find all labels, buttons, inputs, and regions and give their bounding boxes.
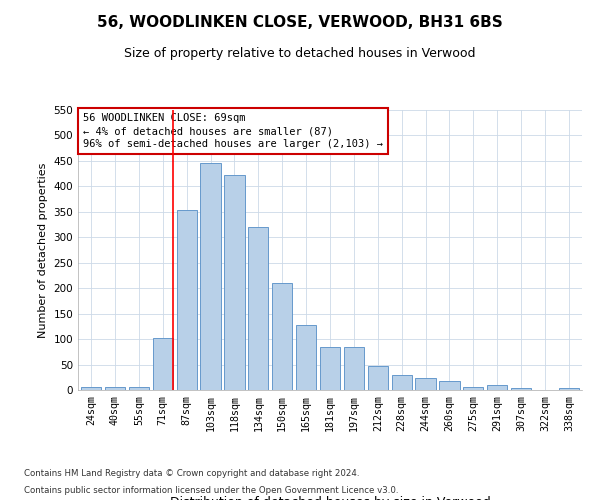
Text: 56 WOODLINKEN CLOSE: 69sqm
← 4% of detached houses are smaller (87)
96% of semi-: 56 WOODLINKEN CLOSE: 69sqm ← 4% of detac… (83, 113, 383, 149)
Text: 56, WOODLINKEN CLOSE, VERWOOD, BH31 6BS: 56, WOODLINKEN CLOSE, VERWOOD, BH31 6BS (97, 15, 503, 30)
Bar (248, 227, 268, 390)
Text: Contains HM Land Registry data © Crown copyright and database right 2024.: Contains HM Land Registry data © Crown c… (24, 468, 359, 477)
Bar (487, 386, 508, 390)
Bar (559, 388, 579, 390)
Bar (200, 164, 221, 390)
Text: Distribution of detached houses by size in Verwood: Distribution of detached houses by size … (170, 496, 490, 500)
Bar (320, 346, 340, 390)
Bar (392, 374, 412, 390)
Bar (344, 346, 364, 390)
Bar (105, 388, 125, 390)
Y-axis label: Number of detached properties: Number of detached properties (38, 162, 48, 338)
Bar (439, 381, 460, 390)
Bar (152, 338, 173, 390)
Text: Size of property relative to detached houses in Verwood: Size of property relative to detached ho… (124, 48, 476, 60)
Bar (129, 388, 149, 390)
Bar (463, 388, 484, 390)
Text: Contains public sector information licensed under the Open Government Licence v3: Contains public sector information licen… (24, 486, 398, 495)
Bar (296, 325, 316, 390)
Bar (368, 366, 388, 390)
Bar (176, 210, 197, 390)
Bar (272, 283, 292, 390)
Bar (511, 388, 531, 390)
Bar (224, 175, 245, 390)
Bar (81, 388, 101, 390)
Bar (415, 378, 436, 390)
